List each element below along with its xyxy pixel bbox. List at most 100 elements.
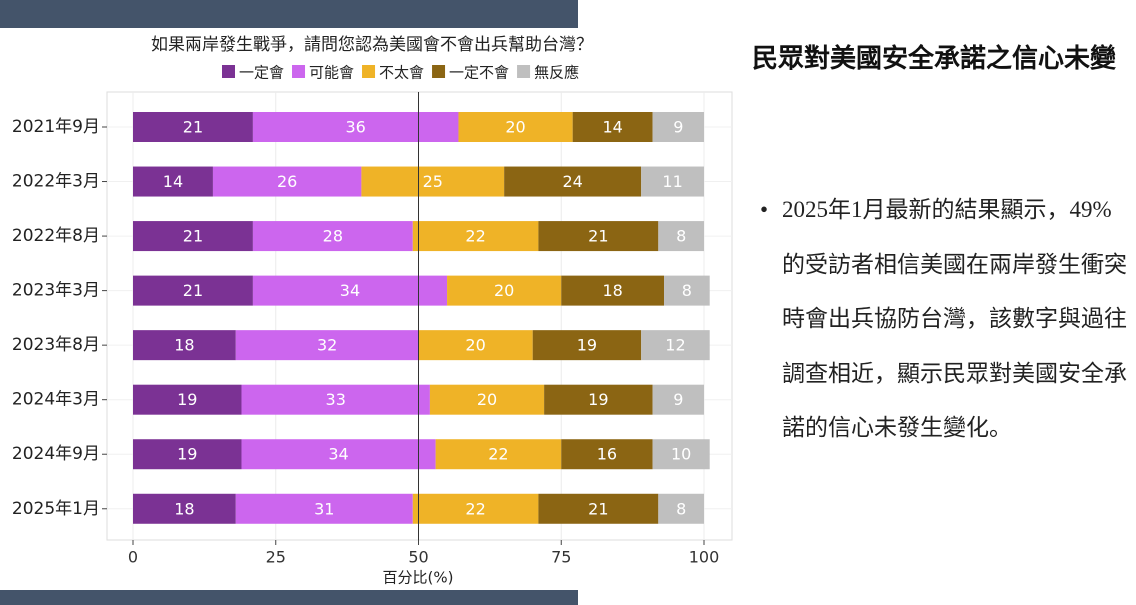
- bar-segment: [447, 275, 562, 306]
- legend-label: 不太會: [379, 64, 424, 82]
- legend-swatch: [517, 65, 531, 78]
- value-label: 32: [317, 336, 337, 355]
- x-axis-title: 百分比(%): [383, 569, 454, 587]
- bullet-text: 2025年1月最新的結果顯示，49%的受訪者相信美國在兩岸發生衝突時會出兵協防台…: [782, 197, 1127, 440]
- bar-segment: [252, 221, 413, 252]
- bar-segment: [235, 330, 419, 361]
- value-label: 20: [505, 118, 525, 137]
- bar-segment: [133, 166, 213, 197]
- legend-swatch: [292, 65, 306, 78]
- value-label: 19: [177, 390, 197, 409]
- legend-label: 無反應: [534, 64, 579, 82]
- value-label: 14: [163, 172, 183, 191]
- y-tick-label: 2022年8月: [12, 226, 100, 246]
- bar-segment: [652, 112, 704, 142]
- legend-label: 一定不會: [449, 64, 509, 82]
- value-label: 19: [177, 445, 197, 464]
- value-label: 36: [346, 118, 366, 137]
- top-band: [0, 0, 578, 28]
- legend-swatch: [432, 65, 446, 78]
- bar-segment: [412, 221, 539, 252]
- value-label: 21: [588, 227, 608, 246]
- value-label: 18: [174, 499, 194, 518]
- value-label: 19: [577, 336, 597, 355]
- bar-segment: [412, 493, 539, 524]
- value-label: 22: [465, 227, 485, 246]
- value-label: 25: [423, 172, 443, 191]
- value-label: 21: [183, 227, 203, 246]
- bar-segment: [652, 384, 704, 415]
- x-tick-label: 100: [689, 548, 720, 567]
- bar-segment: [235, 493, 413, 524]
- bullet-dot: •: [760, 197, 769, 222]
- bar-segment: [133, 330, 236, 361]
- plot-area: [106, 91, 733, 541]
- value-label: 24: [562, 172, 582, 191]
- chart-title: 如果兩岸發生戰爭，請問您認為美國會不會出兵幫助台灣？: [151, 35, 593, 55]
- value-label: 12: [665, 336, 685, 355]
- bar-segment: [538, 493, 659, 524]
- value-label: 34: [340, 281, 360, 300]
- bar-segment: [561, 439, 653, 470]
- value-label: 21: [183, 281, 203, 300]
- value-label: 20: [477, 390, 497, 409]
- bottom-band: [0, 590, 578, 605]
- y-tick-label: 2023年3月: [12, 281, 100, 301]
- bar-segment: [361, 166, 505, 197]
- value-label: 9: [673, 390, 683, 409]
- legend-label: 一定會: [239, 64, 284, 82]
- bar-segment: [641, 330, 710, 361]
- bullet: • 2025年1月最新的結果顯示，49%的受訪者相信美國在兩岸發生衝突時會出兵協防…: [760, 183, 1130, 456]
- bar-segment: [212, 166, 362, 197]
- bar-segment: [652, 439, 710, 470]
- heading: 民眾對美國安全承諾之信心未變: [752, 44, 1117, 74]
- y-tick-label: 2023年8月: [12, 335, 100, 355]
- value-label: 8: [676, 499, 686, 518]
- bar-segment: [133, 112, 253, 142]
- x-tick-label: 50: [408, 548, 428, 567]
- bar-segment: [133, 439, 242, 470]
- value-label: 28: [323, 227, 343, 246]
- bar-segment: [241, 439, 436, 470]
- value-label: 20: [465, 336, 485, 355]
- value-label: 9: [673, 118, 683, 137]
- x-tick-label: 0: [128, 548, 138, 567]
- legend-swatch: [362, 65, 376, 78]
- value-label: 22: [488, 445, 508, 464]
- value-label: 21: [588, 499, 608, 518]
- value-label: 22: [465, 499, 485, 518]
- value-label: 18: [174, 336, 194, 355]
- x-tick-label: 25: [266, 548, 286, 567]
- value-label: 20: [494, 281, 514, 300]
- bar-segment: [572, 112, 653, 142]
- y-tick-label: 2021年9月: [12, 117, 100, 137]
- value-label: 8: [676, 227, 686, 246]
- value-label: 21: [183, 118, 203, 137]
- bar-segment: [664, 275, 710, 306]
- bar-segment: [133, 493, 236, 524]
- bar-segment: [658, 493, 704, 524]
- bar-segment: [435, 439, 562, 470]
- value-label: 18: [602, 281, 622, 300]
- bar-segment: [133, 221, 253, 252]
- bar-segment: [561, 275, 665, 306]
- bar-segment: [418, 330, 533, 361]
- value-label: 16: [597, 445, 617, 464]
- value-label: 26: [277, 172, 297, 191]
- bar-segment: [504, 166, 642, 197]
- y-tick-label: 2025年1月: [12, 499, 100, 519]
- value-label: 14: [602, 118, 622, 137]
- bar-segment: [658, 221, 704, 252]
- value-label: 31: [314, 499, 334, 518]
- bar-segment: [641, 166, 704, 197]
- bar-segment: [538, 221, 659, 252]
- bar-segment: [133, 275, 253, 306]
- value-label: 8: [682, 281, 692, 300]
- bar-segment: [252, 112, 459, 142]
- bar-segment: [133, 384, 242, 415]
- bar-segment: [532, 330, 642, 361]
- bar-segment: [241, 384, 430, 415]
- value-label: 11: [662, 172, 682, 191]
- value-label: 10: [671, 445, 691, 464]
